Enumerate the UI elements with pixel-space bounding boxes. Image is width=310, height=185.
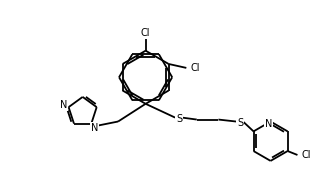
Text: N: N: [91, 122, 98, 133]
Text: Cl: Cl: [141, 28, 150, 38]
Text: S: S: [176, 114, 182, 124]
Text: N: N: [265, 120, 272, 130]
Text: N: N: [60, 100, 67, 110]
Text: Cl: Cl: [190, 63, 200, 73]
Text: Cl: Cl: [302, 150, 310, 160]
Text: S: S: [237, 117, 243, 127]
